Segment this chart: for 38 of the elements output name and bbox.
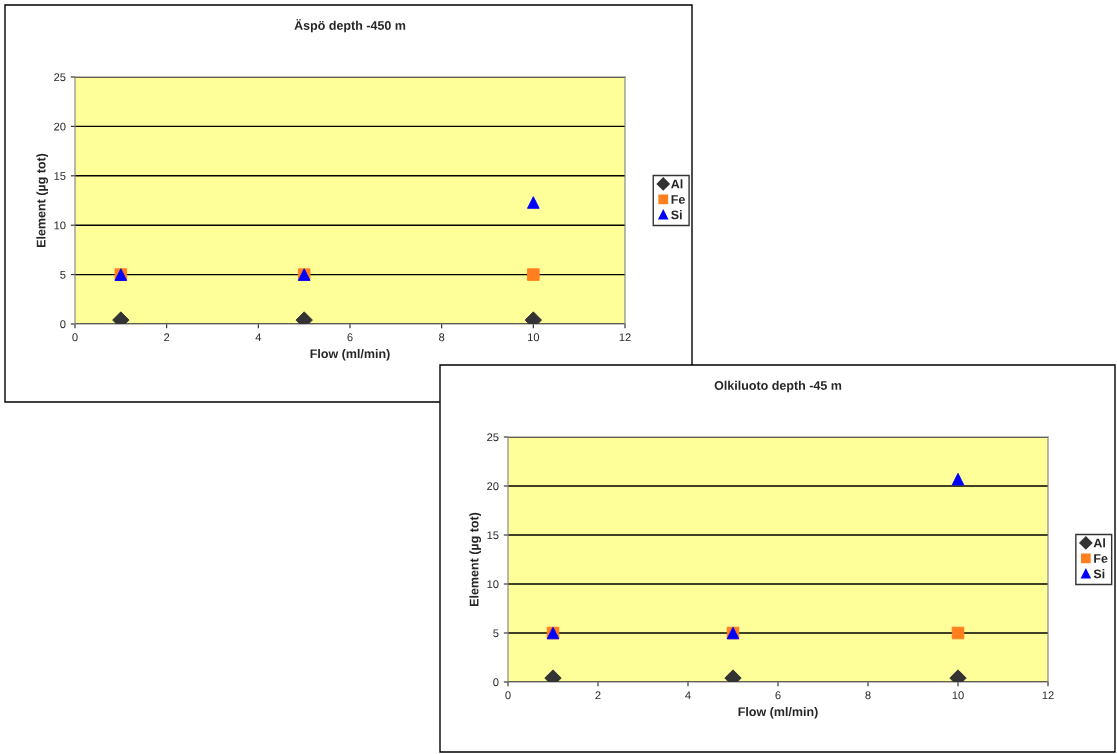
y-tick-label: 20 bbox=[54, 122, 66, 131]
y-tick-label: 10 bbox=[487, 580, 499, 589]
x-tick-label: 10 bbox=[528, 333, 540, 342]
legend-label: Si bbox=[1093, 569, 1105, 579]
x-tick-label: 6 bbox=[347, 333, 353, 342]
x-tick-label: 4 bbox=[685, 691, 691, 700]
x-tick-label: 0 bbox=[505, 691, 511, 700]
y-tick-label: 15 bbox=[487, 531, 499, 540]
y-tick-label: 20 bbox=[487, 482, 499, 491]
chart-title: Olkiluoto depth -45 m bbox=[714, 380, 842, 393]
y-tick-label: 5 bbox=[493, 629, 499, 638]
x-tick-label: 8 bbox=[439, 333, 445, 342]
y-axis-title: Element (µg tot) bbox=[36, 153, 49, 248]
legend-label: Al bbox=[671, 179, 683, 189]
y-tick-label: 25 bbox=[54, 73, 66, 82]
x-tick-label: 0 bbox=[72, 333, 78, 342]
y-tick-label: 10 bbox=[54, 221, 66, 230]
y-tick-label: 25 bbox=[487, 433, 499, 442]
x-tick-label: 12 bbox=[619, 333, 631, 342]
legend-label: Al bbox=[1093, 538, 1105, 548]
x-axis-title: Flow (ml/min) bbox=[310, 348, 390, 361]
y-tick-label: 0 bbox=[493, 678, 499, 687]
legend-label: Fe bbox=[1094, 554, 1108, 563]
x-tick-label: 2 bbox=[595, 691, 601, 700]
y-axis-title: Element (µg tot) bbox=[469, 512, 482, 607]
x-tick-label: 4 bbox=[255, 333, 262, 342]
legend-label: Si bbox=[671, 210, 682, 220]
y-tick-label: 5 bbox=[60, 270, 66, 279]
y-tick-label: 0 bbox=[60, 320, 66, 329]
x-tick-label: 10 bbox=[952, 691, 964, 700]
chart-title: Äspö depth -450 m bbox=[294, 19, 406, 33]
legend-label: Fe bbox=[671, 195, 685, 204]
x-axis-title: Flow (ml/min) bbox=[738, 706, 818, 719]
y-tick-label: 15 bbox=[54, 172, 66, 180]
x-tick-label: 8 bbox=[865, 691, 871, 700]
x-tick-label: 2 bbox=[164, 333, 170, 342]
x-tick-label: 6 bbox=[775, 691, 781, 700]
x-tick-label: 12 bbox=[1042, 691, 1054, 700]
